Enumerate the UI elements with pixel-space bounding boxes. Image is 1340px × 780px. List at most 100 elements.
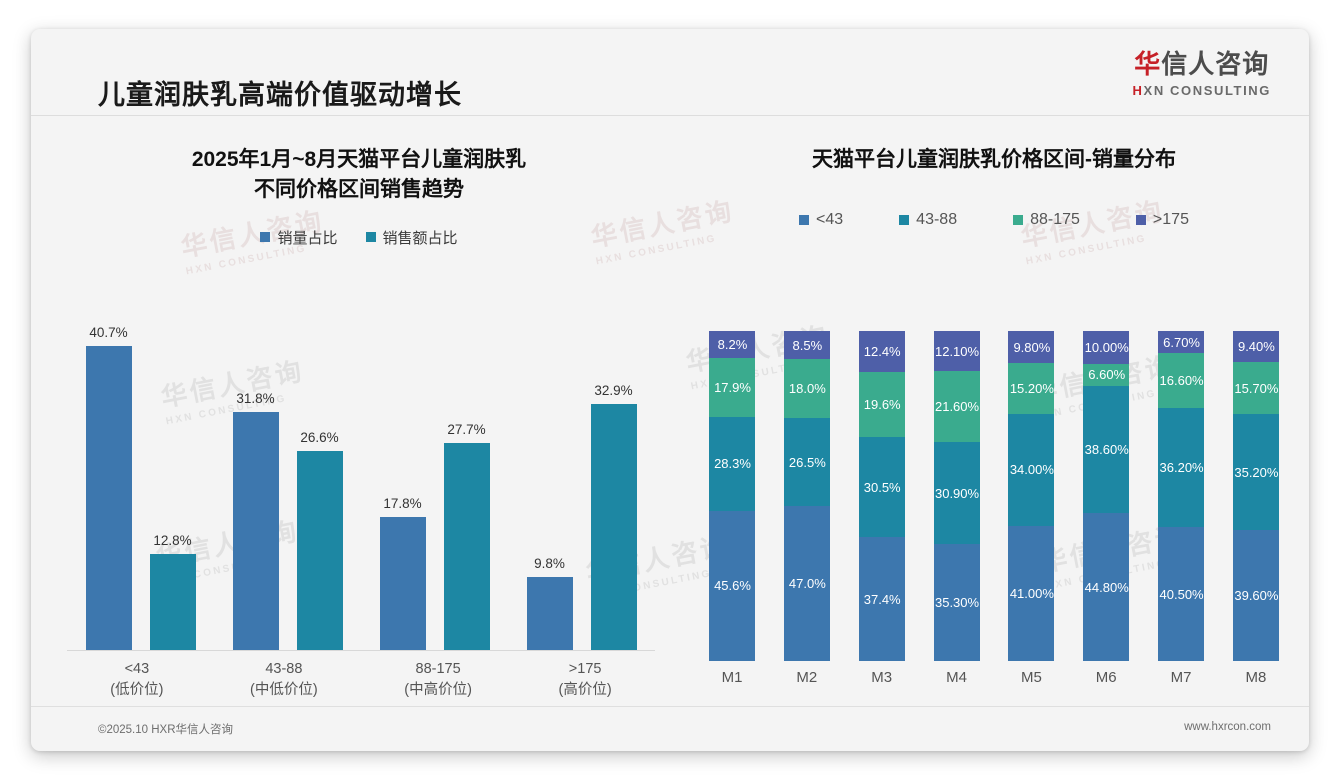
stacked-segment-43-88: 35.20% [1232,413,1279,531]
segment-value-label: 36.20% [1159,460,1204,476]
stacked-bar-M7[interactable]: 6.70% 16.60% 36.20% 40.50% [1158,331,1205,661]
stacked-segment-88-175: 6.60% [1083,364,1130,386]
left-chart-legend: 销量占比 销售额占比 [39,227,679,248]
logo-hua-character: 华 [1134,49,1162,79]
stacked-bar-M2[interactable]: 8.5% 18.0% 26.5% 47.0% [783,331,830,661]
legend-label: 销量占比 [277,229,338,247]
stacked-bar-M6[interactable]: 10.00% 6.60% 38.60% 44.80% [1083,331,1130,661]
grouped-bar-x-axis: <43 (低价位) 43-88 (中低价位) 88-175 (中高价位) >175 (高价位) [67,651,655,698]
stacked-bar-M3[interactable]: 12.4% 19.6% 30.5% 37.4% [858,331,905,661]
bar-rect [296,451,343,650]
legend-swatch-icon [365,232,376,243]
segment-value-label: 6.60% [1088,367,1126,383]
grouped-bar-chart: 40.7% 12.8% 31.8% 26.6% 17.8% 27.7% 9.8% 32.9% … [67,305,655,698]
segment-value-label: 16.60% [1159,373,1204,389]
stacked-segment-88-175: 15.70% [1232,362,1279,414]
bar-销量占比-88-175[interactable]: 17.8% [379,321,426,650]
stacked-segment-<43: 44.80% [1083,513,1130,661]
legend-label: >175 [1152,210,1189,228]
segment-value-label: 6.70% [1163,334,1200,350]
logo-h-letter: H [1132,82,1144,98]
x-tick-sublabel: (低价位) [110,682,164,699]
stacked-segment-<43: 41.00% [1008,525,1055,661]
segment-value-label: 30.90% [934,485,980,501]
bar-销量占比-43-88[interactable]: 31.8% [232,321,279,650]
segment-value-label: 19.6% [863,396,901,412]
bar-销售额占比-<43[interactable]: 12.8% [149,321,196,650]
x-tick-M1: M1 [721,669,743,686]
legend-swatch-icon [260,232,271,243]
segment-value-label: 37.4% [863,591,901,607]
segment-value-label: 35.20% [1234,464,1279,480]
stacked-segment-<43: 37.4% [858,537,905,661]
x-tick-43-88: 43-88 (中低价位) [250,659,318,698]
x-tick-88-175: 88-175 (中高价位) [404,659,472,698]
grouped-bar-plot-area: 40.7% 12.8% 31.8% 26.6% 17.8% 27.7% 9.8% 32.9% [67,321,655,651]
left-chart-title-line2: 不同价格区间销售趋势 [254,177,464,201]
slide-footer: ©2025.10 HXR华信人咨询 www.hxrcon.com [31,706,1309,751]
x-tick-M5: M5 [1020,669,1042,686]
stacked-bar-M1[interactable]: 8.2% 17.9% 28.3% 45.6% [709,331,755,661]
legend-swatch-icon [899,214,910,225]
segment-value-label: 41.00% [1009,585,1054,601]
legend-swatch-icon [1013,214,1024,225]
left-chart-title: 2025年1月~8月天猫平台儿童润肤乳 不同价格区间销售趋势 [39,117,679,205]
legend-label: 销售额占比 [382,229,458,247]
bar-rect [443,442,490,650]
bar-销售额占比-88-175[interactable]: 27.7% [443,321,490,650]
legend-item-销量占比[interactable]: 销量占比 [260,227,338,248]
x-tick-sublabel: (中高价位) [404,682,472,699]
bar-value-label: 9.8% [534,555,565,571]
page-title: 儿童润肤乳高端价值驱动增长 [98,80,462,110]
segment-value-label: 47.0% [788,575,826,591]
x-tick-M7: M7 [1170,669,1192,686]
stacked-segment-<43: 35.30% [933,544,980,661]
bar-销量占比->175[interactable]: 9.8% [526,321,573,650]
slide-card: 儿童润肤乳高端价值驱动增长 华信人咨询 HXN CONSULTING 华信人咨询… [31,29,1309,751]
stacked-segment->175: 6.70% [1158,331,1205,354]
left-chart-panel: 2025年1月~8月天猫平台儿童润肤乳 不同价格区间销售趋势 销量占比 销售额占比… [39,117,679,717]
x-tick-sublabel: (高价位) [558,682,612,699]
x-tick-<43: <43 (低价位) [110,659,163,698]
bar-销量占比-<43[interactable]: 40.7% [85,321,132,650]
x-tick-M4: M4 [946,669,967,686]
x-tick-label: >175 [568,661,602,677]
segment-value-label: 40.50% [1159,586,1204,602]
footer-copyright: ©2025.10 HXR华信人咨询 [98,724,234,736]
logo-rest-characters: 信人咨询 [1161,49,1270,79]
bar-销售额占比->175[interactable]: 32.9% [590,321,637,650]
segment-value-label: 34.00% [1009,462,1054,478]
stacked-bar-M5[interactable]: 9.80% 15.20% 34.00% 41.00% [1008,331,1055,661]
bar-group-88-175: 17.8% 27.7% [379,321,490,650]
bar-rect [590,404,637,650]
legend-swatch-icon [799,214,810,225]
bar-group-<43: 40.7% 12.8% [85,321,196,650]
x-tick-label: 88-175 [415,661,461,677]
stacked-segment-43-88: 30.5% [858,436,905,538]
bar-group->175: 9.8% 32.9% [526,321,637,650]
legend-item-<43[interactable]: <43 [799,211,843,229]
legend-label: 43-88 [916,210,958,228]
bar-value-label: 17.8% [383,495,422,511]
bar-rect [149,554,196,650]
bar-value-label: 27.7% [447,421,486,437]
legend-item-销售额占比[interactable]: 销售额占比 [365,227,458,248]
legend-item->175[interactable]: >175 [1135,210,1189,229]
stacked-bar-M4[interactable]: 12.10% 21.60% 30.90% 35.30% [933,331,980,661]
bar-销售额占比-43-88[interactable]: 26.6% [296,321,343,650]
stacked-segment-<43: 47.0% [783,505,830,661]
segment-value-label: 9.40% [1237,339,1275,355]
legend-item-88-175[interactable]: 88-175 [1013,211,1080,229]
stacked-segment-88-175: 19.6% [858,371,905,437]
segment-value-label: 35.30% [934,595,980,611]
legend-item-43-88[interactable]: 43-88 [899,211,957,229]
footer-website: www.hxrcon.com [1184,721,1271,733]
logo-english-rest: XN CONSULTING [1143,82,1271,98]
segment-value-label: 15.20% [1009,380,1054,396]
x-tick-M6: M6 [1095,669,1117,686]
legend-swatch-icon [1135,214,1146,225]
stacked-bar-M8[interactable]: 9.40% 15.70% 35.20% 39.60% [1232,331,1279,661]
logo-chinese-text: 华信人咨询 [1133,49,1271,80]
stacked-segment->175: 8.2% [709,331,755,359]
segment-value-label: 44.80% [1084,579,1129,595]
